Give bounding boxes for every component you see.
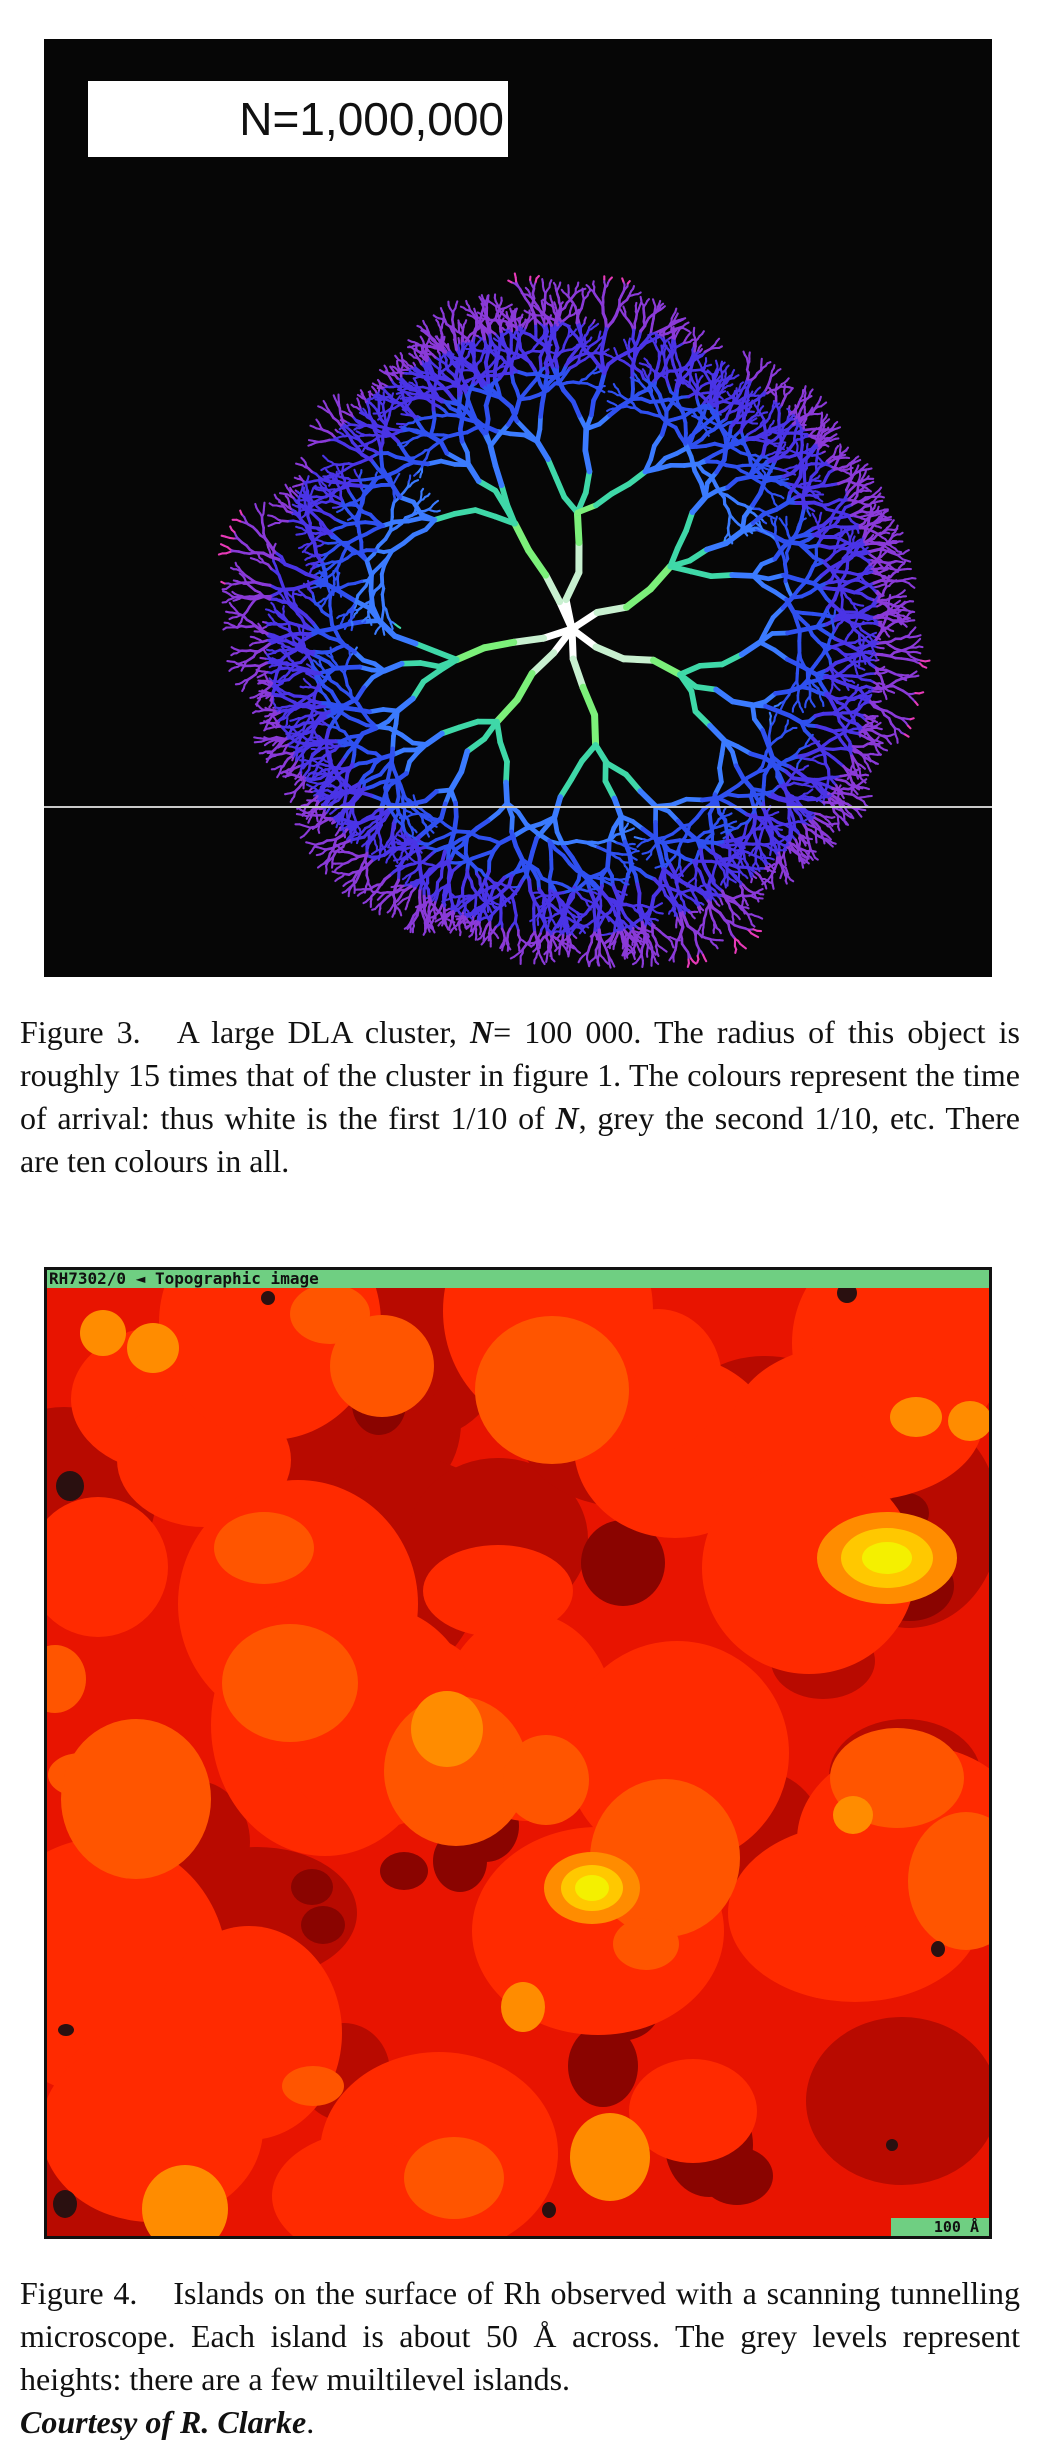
image-label: N=1,000,000 [88, 81, 508, 157]
multilevel-island [575, 1875, 609, 1901]
caption-label: Figure 4. [20, 2275, 137, 2311]
figure-3-image: N=1,000,000 [44, 39, 992, 977]
figure-4-caption: Figure 4.Islands on the surface of Rh ob… [20, 2272, 1020, 2444]
scale-bar-label: 100 Å [891, 2218, 989, 2236]
caption-symbol-n: N [470, 1014, 493, 1050]
caption-text: . [306, 2404, 314, 2440]
caption-credit: Courtesy of R. Clarke [20, 2404, 306, 2440]
stm-topography-graphic [47, 1288, 989, 2236]
scan-line-divider [44, 806, 992, 808]
multilevel-island [862, 1542, 912, 1574]
stm-header-bar: RH7302/0 ◄ Topographic image [47, 1270, 991, 1288]
dla-branches [219, 274, 930, 968]
dla-cluster-graphic [44, 39, 992, 977]
caption-text: Islands on the surface of Rh observed wi… [20, 2275, 1020, 2397]
figure-3-caption: Figure 3.A large DLA cluster, N= 100 000… [20, 1011, 1020, 1183]
caption-label: Figure 3. [20, 1014, 141, 1050]
caption-symbol-n: N [556, 1100, 579, 1136]
caption-text: A large DLA cluster, [177, 1014, 470, 1050]
figure-4-image: RH7302/0 ◄ Topographic image 100 Å [44, 1267, 992, 2239]
